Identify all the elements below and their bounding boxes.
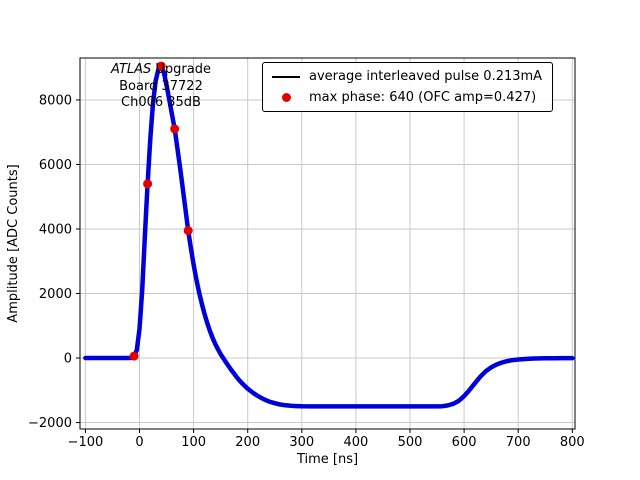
x-tick-label: 600: [452, 435, 477, 450]
legend-dot-swatch: [281, 93, 291, 102]
interleaved-samples-line: [83, 63, 575, 409]
annotation-line-1: ATLAS Upgrade: [95, 62, 227, 79]
legend-entry-average: average interleaved pulse 0.213mA: [271, 69, 542, 84]
x-tick-label: 400: [343, 435, 368, 450]
axes-frame: [79, 57, 576, 430]
x-tick-label: 200: [235, 435, 260, 450]
x-axis-label: Time [ns]: [296, 452, 358, 467]
legend-dot-swatch-holder: [271, 91, 301, 105]
max-phase-point: [143, 179, 153, 189]
max-phase-point: [156, 61, 166, 71]
annotation-line-2: Board 37722: [119, 78, 203, 94]
x-tick-label: 300: [289, 435, 314, 450]
legend-label-maxphase: max phase: 640 (OFC amp=0.427): [309, 90, 537, 105]
average-pulse-line: [85, 64, 573, 408]
annotation-line-3: Ch006 35dB: [121, 95, 201, 111]
max-phase-point: [183, 226, 193, 236]
annotation: ATLAS Upgrade Board 37722 Ch006 35dB: [95, 62, 227, 112]
y-axis-label: Amplitude [ADC Counts]: [6, 164, 21, 322]
y-tick-label: 6000: [39, 158, 72, 173]
legend-entry-maxphase: max phase: 640 (OFC amp=0.427): [271, 90, 542, 105]
x-tick-label: 100: [181, 435, 206, 450]
legend-line-swatch-holder: [271, 70, 301, 84]
max-phase-point: [170, 124, 180, 134]
annotation-line1-rest: Upgrade: [151, 62, 211, 77]
y-tick-label: 2000: [39, 287, 72, 302]
legend-label-average: average interleaved pulse 0.213mA: [309, 69, 543, 84]
y-tick-label: 4000: [39, 222, 72, 237]
x-tick-label: 0: [135, 435, 143, 450]
x-tick-label: −100: [68, 435, 104, 450]
y-tick-label: 8000: [39, 93, 72, 108]
y-tick-label: −2000: [28, 416, 72, 431]
atlas-label: ATLAS: [111, 62, 152, 77]
legend: average interleaved pulse 0.213mA max ph…: [262, 62, 554, 112]
y-tick-label: 0: [64, 352, 72, 367]
max-phase-point: [129, 351, 139, 361]
x-tick-label: 700: [506, 435, 531, 450]
x-tick-label: 800: [560, 435, 585, 450]
legend-line-swatch: [272, 75, 300, 78]
x-tick-label: 500: [398, 435, 423, 450]
